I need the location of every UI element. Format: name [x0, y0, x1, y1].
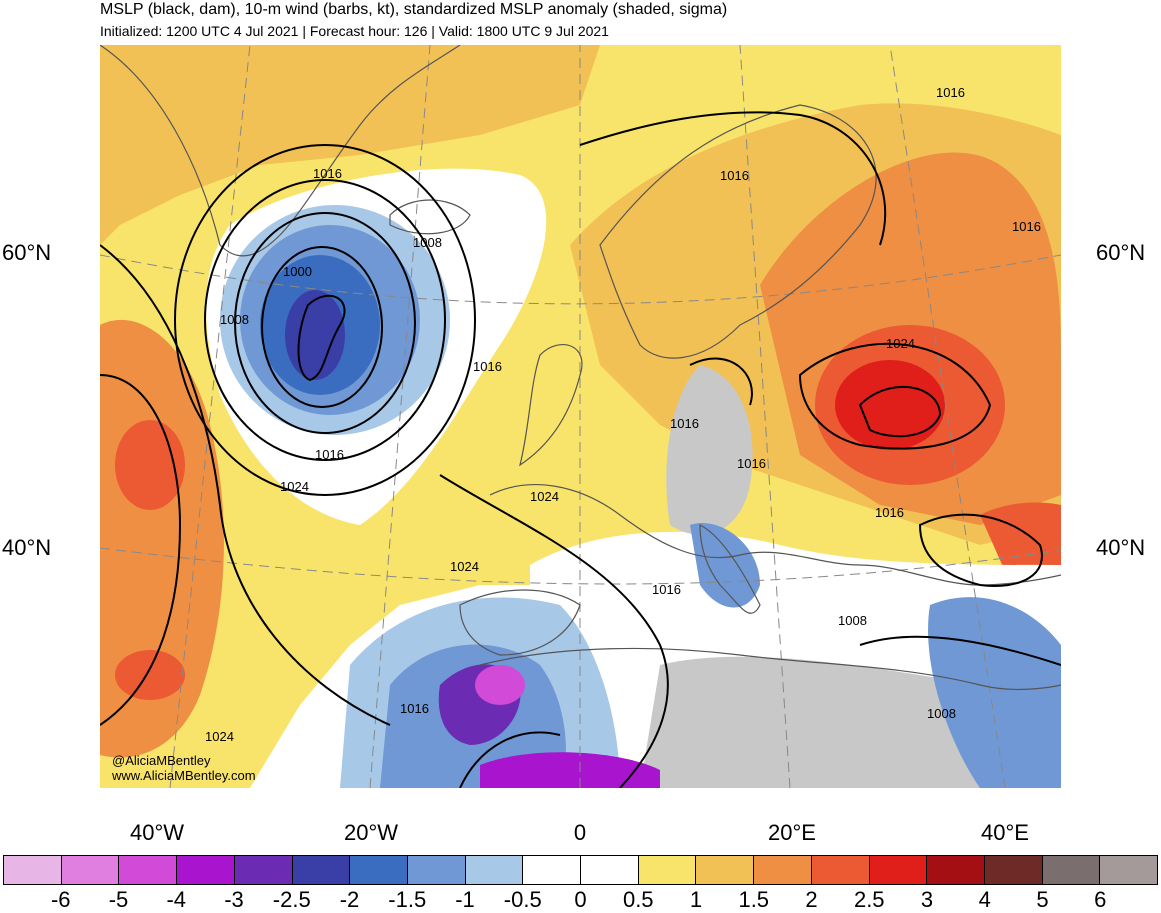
- colorbar-tick-label: 1.5: [738, 887, 770, 912]
- colorbar-tick-label: 2: [805, 887, 818, 912]
- colorbar-swatch: [407, 855, 466, 885]
- contour-label: 1016: [737, 456, 766, 471]
- lon-label-40e: 40°E: [981, 820, 1029, 845]
- colorbar-tick-label: 2.5: [853, 887, 885, 912]
- anomaly-purple-sahara: [480, 752, 660, 788]
- colorbar-swatch: [1042, 855, 1101, 885]
- anomaly-orange-greenland: [100, 45, 600, 245]
- contour-label: 1016: [936, 85, 965, 100]
- contour-label: 1016: [875, 505, 904, 520]
- lat-label-right-60n: 60°N: [1096, 240, 1146, 265]
- contour-label: 1016: [670, 416, 699, 431]
- colorbar-tick-label: -1: [455, 887, 475, 912]
- contour-label: 1024: [450, 559, 479, 574]
- credit-handle: @AliciaMBentley: [112, 753, 211, 768]
- anomaly-red-atlantic-core-south: [115, 650, 185, 700]
- contour-label: 1016: [720, 168, 749, 183]
- contour-label: 1024: [886, 336, 915, 351]
- colorbar-swatch: [638, 855, 697, 885]
- colorbar-tick-label: -2.5: [272, 887, 311, 912]
- map-title: MSLP (black, dam), 10-m wind (barbs, kt)…: [100, 1, 728, 18]
- colorbar-swatch: [177, 855, 235, 885]
- contour-label: 1008: [927, 706, 956, 721]
- contour-labels: 1016 1016 1016 1016 1008 1000 1008 1016 …: [205, 85, 1041, 744]
- contour-label: 1008: [838, 613, 867, 628]
- colorbar-tick-label: -3: [224, 887, 244, 912]
- colorbar-tick-label: 0: [574, 887, 587, 912]
- colorbar-swatch: [3, 855, 62, 885]
- contour-label: 1016: [652, 582, 681, 597]
- lat-label-left-60n: 60°N: [2, 240, 52, 265]
- lon-label-20e: 20°E: [768, 820, 816, 845]
- contour-label: 1016: [315, 447, 344, 462]
- colorbar-tick-label: 6: [1094, 887, 1107, 912]
- contour-label: 1016: [313, 166, 342, 181]
- colorbar-swatch: [234, 855, 293, 885]
- colorbar-swatch: [696, 855, 755, 885]
- contour-label-extra: 1016: [400, 701, 429, 716]
- colorbar-tick-label: 4: [978, 887, 991, 912]
- lon-label-40w: 40°W: [129, 820, 185, 845]
- lat-label-right-40n: 40°N: [1096, 535, 1146, 560]
- anomaly-blue-low-core: [285, 290, 345, 380]
- colorbar-tick-label: -4: [166, 887, 187, 912]
- colorbar-swatch: [523, 855, 582, 885]
- contour-label: 1024: [530, 489, 559, 504]
- colorbar-swatch: [927, 855, 985, 885]
- contour-label: 1024: [205, 729, 234, 744]
- contour-label: 1008: [413, 235, 442, 250]
- colorbar-swatch: [292, 855, 351, 885]
- contour-label: 1008: [220, 312, 249, 327]
- graticule: [100, 45, 1061, 788]
- anomaly-blue-eastmed: [928, 597, 1061, 788]
- lat-label-left-40n: 40°N: [2, 535, 52, 560]
- colorbar-tick-label: -0.5: [503, 887, 542, 912]
- lon-label-0: 0: [573, 820, 587, 845]
- colorbar: [3, 855, 1159, 885]
- colorbar-swatch: [119, 855, 178, 885]
- contour-label: 1016: [473, 359, 502, 374]
- lon-label-20w: 20°W: [343, 820, 399, 845]
- colorbar-swatch: [1100, 855, 1159, 885]
- colorbar-swatch: [984, 855, 1043, 885]
- colorbar-swatch: [754, 855, 812, 885]
- colorbar-tick-label: 3: [920, 887, 934, 912]
- colorbar-swatch: [350, 855, 408, 885]
- colorbar-tick-label: 5: [1036, 887, 1049, 912]
- anomaly-magenta-core: [475, 665, 525, 705]
- colorbar-swatch: [811, 855, 870, 885]
- colorbar-swatch: [581, 855, 639, 885]
- anomaly-deepred-russia: [835, 360, 945, 450]
- colorbar-tick-label: -6: [50, 887, 71, 912]
- credit-site: www.AliciaMBentley.com: [112, 768, 256, 783]
- contour-label: 1000: [283, 264, 312, 279]
- contour-label: 1024: [280, 479, 309, 494]
- colorbar-swatch: [465, 855, 524, 885]
- forecast-map: 1016 1016 1016 1016 1008 1000 1008 1016 …: [100, 45, 1061, 788]
- colorbar-tick-label: 1: [689, 887, 703, 912]
- anomaly-grey-europe: [666, 365, 753, 535]
- colorbar-tick-label: 0.5: [622, 887, 654, 912]
- colorbar-swatch: [61, 855, 120, 885]
- anomaly-blue-italy: [690, 523, 760, 608]
- colorbar-swatch: [869, 855, 928, 885]
- colorbar-tick-label: -2: [339, 887, 360, 912]
- colorbar-tick-label: -1.5: [388, 887, 427, 912]
- contour-label: 1016: [1012, 219, 1041, 234]
- colorbar-tick-label: -5: [108, 887, 129, 912]
- map-subtitle: Initialized: 1200 UTC 4 Jul 2021 | Forec…: [100, 23, 609, 39]
- mslp-contours: [100, 111, 1061, 788]
